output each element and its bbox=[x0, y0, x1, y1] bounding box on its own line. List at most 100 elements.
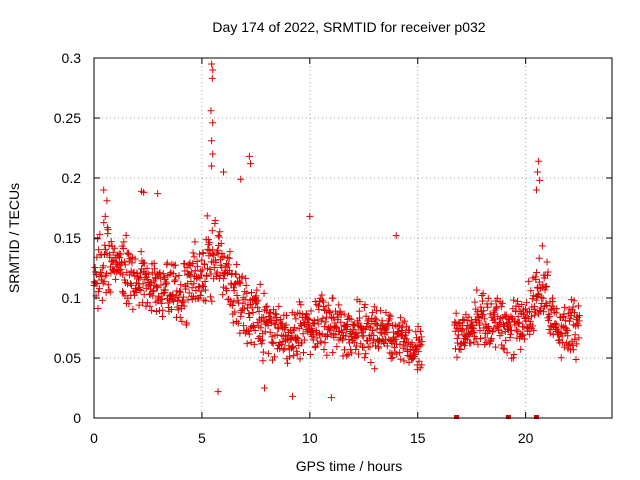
data-point bbox=[296, 355, 304, 363]
data-point bbox=[299, 330, 307, 338]
data-point bbox=[107, 238, 115, 246]
data-point bbox=[320, 298, 328, 306]
y-tick-label: 0.1 bbox=[62, 290, 82, 306]
data-point bbox=[264, 350, 272, 358]
data-point bbox=[272, 310, 280, 318]
data-point bbox=[214, 232, 222, 240]
data-point bbox=[153, 284, 161, 292]
data-point bbox=[206, 293, 214, 301]
data-point bbox=[212, 259, 220, 267]
y-tick-label: 0.05 bbox=[54, 350, 81, 366]
data-point bbox=[242, 274, 250, 282]
data-point bbox=[143, 299, 151, 307]
data-point bbox=[233, 260, 241, 268]
data-point bbox=[111, 244, 119, 252]
data-point bbox=[465, 313, 473, 321]
data-point bbox=[510, 296, 518, 304]
data-point bbox=[200, 296, 208, 304]
data-point bbox=[289, 343, 297, 351]
data-point bbox=[348, 349, 356, 357]
data-point bbox=[555, 328, 563, 336]
data-point bbox=[128, 281, 136, 289]
data-point bbox=[206, 239, 214, 247]
data-point bbox=[208, 74, 216, 82]
data-point bbox=[135, 301, 143, 309]
data-point bbox=[461, 332, 469, 340]
data-point bbox=[246, 160, 254, 168]
y-axis-label: SRMTID / TECUs bbox=[6, 183, 22, 293]
data-point bbox=[361, 326, 369, 334]
data-point bbox=[243, 326, 251, 334]
data-point bbox=[248, 289, 256, 297]
data-point bbox=[353, 329, 361, 337]
data-point bbox=[245, 330, 253, 338]
data-point bbox=[575, 334, 583, 342]
data-point bbox=[370, 303, 378, 311]
data-point bbox=[140, 268, 148, 276]
data-point bbox=[213, 268, 221, 276]
data-point bbox=[336, 307, 344, 315]
data-point bbox=[565, 305, 573, 313]
axis-ticks bbox=[93, 57, 612, 419]
data-point bbox=[100, 277, 108, 285]
data-point bbox=[542, 283, 550, 291]
data-point bbox=[214, 388, 222, 396]
data-point bbox=[175, 272, 183, 280]
data-point bbox=[366, 335, 374, 343]
data-point bbox=[231, 281, 239, 289]
data-point bbox=[281, 345, 289, 353]
data-point bbox=[518, 330, 526, 338]
data-point bbox=[219, 291, 227, 299]
data-point bbox=[478, 297, 486, 305]
data-point bbox=[261, 384, 269, 392]
x-tick-label: 0 bbox=[90, 430, 98, 446]
data-point bbox=[208, 227, 216, 235]
data-point bbox=[271, 310, 279, 318]
data-point bbox=[476, 334, 484, 342]
data-point bbox=[198, 256, 206, 264]
data-point bbox=[503, 349, 511, 357]
data-point bbox=[292, 315, 300, 323]
data-point bbox=[535, 157, 543, 165]
data-point bbox=[130, 291, 138, 299]
data-point bbox=[552, 320, 560, 328]
data-point bbox=[515, 320, 523, 328]
data-point bbox=[96, 230, 104, 238]
data-point bbox=[252, 298, 260, 306]
data-point bbox=[258, 340, 266, 348]
data-point bbox=[561, 317, 569, 325]
data-point bbox=[266, 328, 274, 336]
data-point bbox=[479, 311, 487, 319]
data-point bbox=[370, 331, 378, 339]
data-point bbox=[414, 347, 422, 355]
data-point bbox=[544, 271, 552, 279]
data-point bbox=[560, 310, 568, 318]
data-point bbox=[412, 328, 420, 336]
data-point bbox=[126, 280, 134, 288]
data-point bbox=[224, 261, 232, 269]
data-point bbox=[98, 296, 106, 304]
data-point bbox=[383, 342, 391, 350]
data-point bbox=[270, 306, 278, 314]
data-point bbox=[250, 340, 258, 348]
data-point bbox=[240, 305, 248, 313]
data-point bbox=[541, 286, 549, 294]
data-point bbox=[313, 301, 321, 309]
data-point bbox=[290, 352, 298, 360]
data-point bbox=[532, 296, 540, 304]
data-point bbox=[478, 291, 486, 299]
data-point bbox=[287, 335, 295, 343]
data-point bbox=[157, 299, 165, 307]
data-point bbox=[328, 314, 336, 322]
data-point bbox=[280, 325, 288, 333]
data-point bbox=[338, 327, 346, 335]
data-point bbox=[357, 340, 365, 348]
data-point bbox=[163, 280, 171, 288]
data-point bbox=[398, 324, 406, 332]
data-point bbox=[117, 265, 125, 273]
data-point bbox=[119, 245, 127, 253]
data-point bbox=[232, 318, 240, 326]
data-point bbox=[392, 232, 400, 240]
data-point bbox=[125, 300, 133, 308]
data-point bbox=[525, 277, 533, 285]
